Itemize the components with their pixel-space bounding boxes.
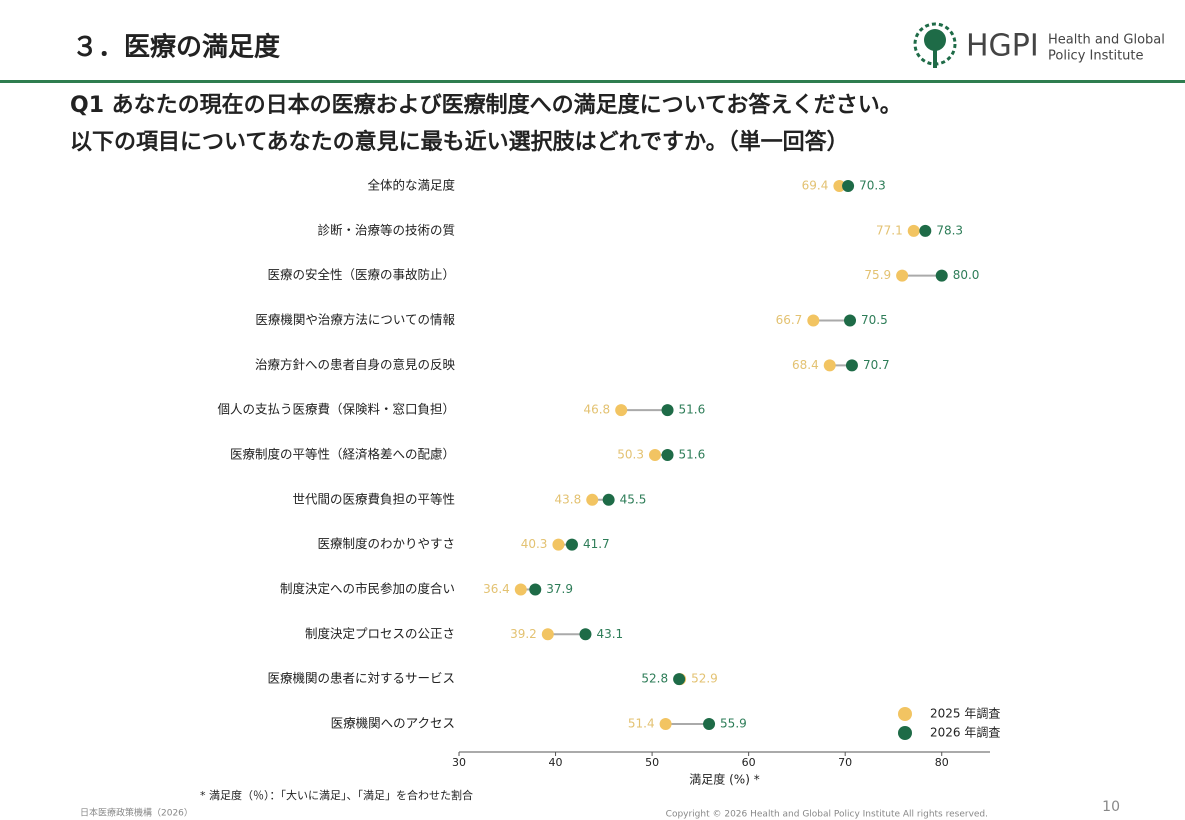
dot [823, 359, 836, 372]
page-number: 10 [1102, 799, 1120, 815]
x-tick-label: 30 [452, 756, 466, 769]
category-label: 世代間の医療費負担の平等性 [292, 491, 455, 506]
slide-title: ３．医療の満足度 [72, 32, 280, 63]
dot [661, 404, 674, 417]
question: Q1 あなたの現在の日本の医療および医療制度への満足度についてお答えください。 [70, 92, 902, 118]
value-label: 55.9 [720, 716, 747, 730]
copyright: Copyright © 2026 Health and Global Polic… [666, 810, 988, 820]
category-label: 制度決定への市民参加の度合い [280, 581, 455, 596]
category-label: 医療機関や治療方法についての情報 [255, 312, 455, 327]
value-label: 39.2 [510, 627, 537, 641]
dot [842, 180, 855, 192]
legend-marker [898, 707, 912, 721]
dot [896, 269, 909, 282]
footer-org: 日本医療政策機構（2026） [80, 807, 193, 819]
value-label: 77.1 [876, 223, 903, 237]
value-label: 50.3 [617, 447, 644, 461]
dot [586, 493, 599, 506]
value-label: 70.5 [861, 313, 888, 327]
value-label: 66.7 [776, 313, 803, 327]
value-label: 70.3 [859, 179, 886, 193]
legend-label: 2025 年調査 [930, 707, 1000, 721]
category-label: 医療制度の平等性（経済格差への配慮） [230, 446, 455, 461]
value-label: 37.9 [546, 582, 573, 596]
x-tick-label: 40 [549, 756, 563, 769]
dot [919, 224, 932, 237]
dot [615, 404, 628, 417]
value-label: 51.6 [679, 403, 706, 417]
value-label: 41.7 [583, 537, 610, 551]
value-label: 40.3 [521, 537, 548, 551]
x-tick-label: 60 [742, 756, 756, 769]
x-axis-label: 満足度 (%) * [689, 772, 759, 787]
dot [807, 314, 820, 327]
category-label: 全体的な満足度 [367, 178, 455, 193]
category-label: 個人の支払う医療費（保険料・窓口負担） [217, 402, 455, 417]
category-label: 診断・治療等の技術の質 [317, 222, 455, 237]
legend-label: 2026 年調査 [930, 726, 1000, 740]
value-label: 43.8 [555, 492, 582, 506]
dot [661, 448, 674, 461]
logo-text: HGPI [966, 29, 1039, 64]
category-label: 医療機関へのアクセス [331, 715, 455, 730]
value-label: 36.4 [483, 582, 510, 596]
category-label: 治療方針への患者自身の意見の反映 [255, 357, 456, 372]
dot [844, 314, 857, 327]
dot [529, 583, 542, 596]
logo-line: Health and Global [1048, 33, 1165, 48]
value-label: 45.5 [620, 492, 647, 506]
dot [935, 269, 948, 282]
dot [703, 717, 716, 730]
header-rule [0, 80, 1185, 83]
value-label: 46.8 [583, 403, 610, 417]
dot [552, 538, 565, 551]
value-label: 51.4 [628, 716, 655, 730]
dot [673, 673, 686, 686]
value-label: 51.6 [679, 447, 706, 461]
logo-line: Policy Institute [1048, 49, 1144, 64]
dot [845, 359, 858, 372]
dot [907, 224, 920, 237]
dot [659, 717, 672, 730]
dot [602, 493, 615, 506]
dot [541, 628, 554, 641]
dot [833, 180, 846, 192]
category-label: 医療制度のわかりやすさ [317, 536, 455, 551]
dot [565, 538, 578, 551]
footnote: * 満足度（％）：「大いに満足」、「満足」を合わせた割合 [200, 788, 473, 802]
value-label: 80.0 [953, 268, 980, 282]
value-label: 43.1 [596, 627, 623, 641]
value-label: 78.3 [936, 223, 963, 237]
value-label: 68.4 [792, 358, 819, 372]
x-tick-label: 50 [645, 756, 659, 769]
question: 以下の項目についてあなたの意見に最も近い選択肢はどれですか。（単一回答） [70, 129, 849, 155]
dot [648, 448, 661, 461]
legend-marker [898, 726, 912, 740]
category-label: 制度決定プロセスの公正さ [305, 626, 455, 641]
x-tick-label: 70 [838, 756, 852, 769]
dot [579, 628, 592, 641]
value-label: 69.4 [802, 179, 829, 193]
value-label: 70.7 [863, 358, 890, 372]
value-label: 52.9 [691, 672, 718, 686]
value-label: 52.8 [641, 672, 668, 686]
category-label: 医療の安全性（医療の事故防止） [267, 267, 455, 282]
value-label: 75.9 [864, 268, 891, 282]
dot [514, 583, 527, 596]
logo-icon [913, 22, 957, 68]
category-label: 医療機関の患者に対するサービス [267, 671, 455, 686]
x-tick-label: 80 [935, 756, 949, 769]
